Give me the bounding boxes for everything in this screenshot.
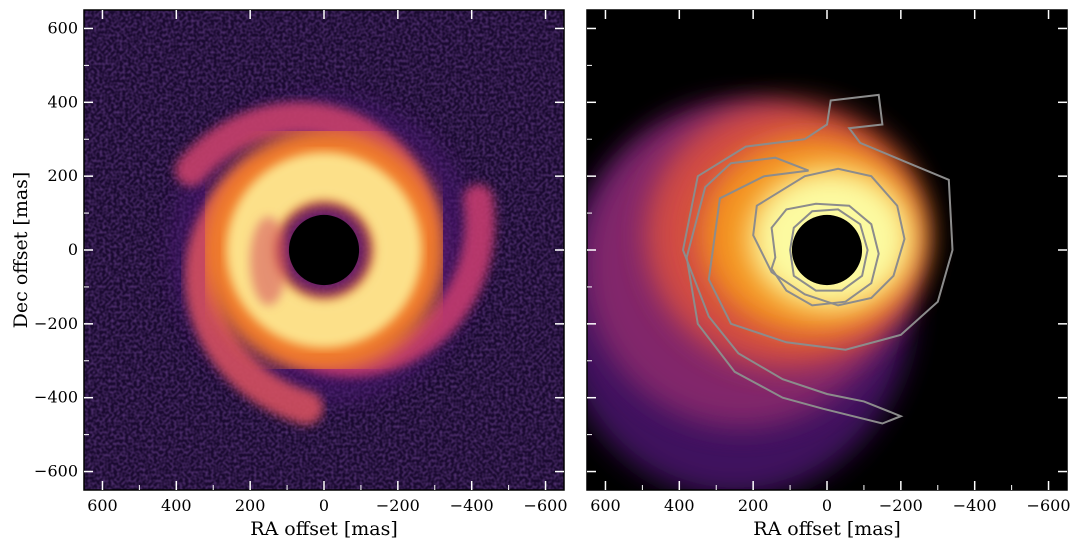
y-tick-label: 0: [68, 240, 78, 259]
x-tick-label: −600: [1027, 496, 1071, 515]
x-tick-label: 600: [87, 496, 118, 515]
contour-inner-2: [770, 202, 880, 307]
x-tick-label: −200: [376, 496, 420, 515]
left-coronagraph-mask: [288, 214, 360, 286]
y-tick-label: −200: [34, 314, 78, 333]
left-ring-bright: [226, 152, 422, 348]
x-tick-label: 0: [319, 496, 329, 515]
right-coronagraph-mask: [791, 214, 863, 286]
y-tick-label: −400: [34, 388, 78, 407]
x-tick-label: −400: [450, 496, 494, 515]
x-axis-label: RA offset [mas]: [753, 518, 901, 540]
x-tick-label: 200: [235, 496, 266, 515]
y-tick-label: 400: [47, 92, 78, 111]
contour-inner: [789, 208, 869, 292]
y-tick-label: −600: [34, 462, 78, 481]
x-tick-label: 600: [590, 496, 621, 515]
x-tick-label: −400: [953, 496, 997, 515]
x-axis-label: RA offset [mas]: [250, 518, 398, 540]
x-tick-label: 400: [161, 496, 192, 515]
ticks: [84, 10, 1067, 490]
left-ring-gap: [250, 216, 288, 306]
contour-middle: [752, 167, 906, 307]
x-tick-label: −600: [524, 496, 568, 515]
y-tick-label: 600: [47, 18, 78, 37]
x-tick-label: 200: [738, 496, 769, 515]
x-tick-label: −200: [879, 496, 923, 515]
right-contours: [681, 93, 954, 425]
y-tick-label: 200: [47, 166, 78, 185]
y-axis-label: Dec offset [mas]: [10, 172, 32, 329]
right-panel: [587, 10, 1067, 490]
labels: 600 400 200 0 −200 −400 −600 600 400 200 0 −200 −400…: [10, 18, 1071, 540]
contour-spiral-outer: [681, 93, 954, 425]
x-tick-label: 400: [664, 496, 695, 515]
left-panel: [84, 10, 564, 490]
x-tick-label: 0: [822, 496, 832, 515]
